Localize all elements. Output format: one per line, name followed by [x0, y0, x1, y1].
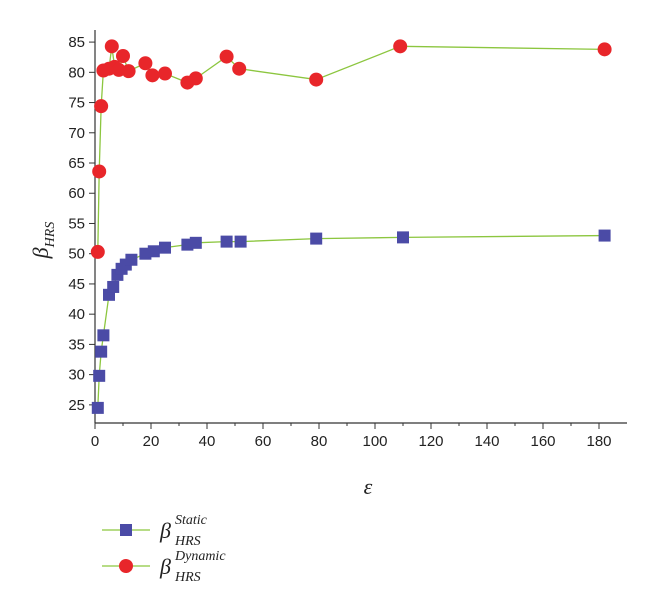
dynamic-point [116, 48, 130, 63]
x-tick-label: 160 [530, 433, 555, 450]
legend-label-base: β [159, 554, 171, 579]
series-line-dynamic [97, 45, 605, 252]
static-point [159, 241, 171, 254]
y-tick-label: 85 [68, 34, 85, 51]
dynamic-point [104, 39, 119, 54]
y-tick-label: 55 [68, 215, 85, 232]
y-tick-label: 50 [68, 246, 85, 263]
legend-label-sup: Static [175, 513, 208, 528]
x-tick-label: 60 [255, 433, 272, 450]
legend-label-sub: HRS [174, 570, 201, 585]
y-tick-label: 40 [68, 306, 85, 323]
y-axis-title-base: β [28, 247, 53, 259]
y-tick-label: 25 [68, 397, 85, 414]
static-point [147, 245, 160, 258]
x-tick-label: 140 [474, 433, 499, 450]
dynamic-point [145, 68, 160, 83]
dynamic-point [92, 164, 107, 179]
chart-ticks: 0 20 40 60 80 100 120 140 160 180 25 30 35 40 45 50 55 60… [68, 34, 611, 450]
dynamic-point [219, 49, 234, 64]
static-point [234, 235, 247, 248]
x-tick-label: 180 [586, 433, 611, 450]
legend-label-sup: Dynamic [174, 549, 226, 564]
static-point [95, 345, 108, 358]
legend-label-sub: HRS [174, 534, 201, 549]
y-axis-title: βHRS [28, 222, 58, 260]
x-tick-label: 0 [91, 433, 99, 450]
y-axis-title-sub: HRS [43, 222, 58, 249]
static-point [107, 280, 120, 293]
dynamic-point [393, 39, 408, 54]
x-tick-label: 80 [311, 433, 328, 450]
y-tick-label: 60 [68, 185, 85, 202]
dynamic-point [309, 72, 324, 87]
data-points [90, 39, 612, 414]
legend-label-dynamic: β Dynamic HRS [159, 549, 226, 585]
dynamic-point [138, 56, 153, 71]
dynamic-point [188, 71, 203, 86]
chart-axes [94, 30, 627, 424]
dynamic-point [90, 244, 105, 259]
x-tick-label: 100 [362, 433, 387, 450]
static-point [397, 231, 409, 244]
static-point [189, 236, 202, 249]
y-tick-label: 30 [68, 367, 85, 384]
dynamic-point [94, 99, 109, 114]
legend-marker-dynamic [119, 559, 133, 573]
y-tick-label: 70 [68, 125, 85, 142]
dynamic-point [232, 61, 247, 76]
x-tick-label: 40 [199, 433, 216, 450]
y-tick-label: 35 [68, 336, 85, 353]
y-tick-label: 65 [68, 155, 85, 172]
legend-label-base: β [159, 518, 171, 543]
dynamic-point [597, 42, 612, 57]
y-tick-label: 80 [68, 64, 85, 81]
dynamic-point [121, 64, 136, 79]
x-axis-title: ε [364, 474, 373, 499]
static-point [91, 401, 104, 414]
x-tick-label: 120 [418, 433, 443, 450]
legend-marker-static [120, 524, 132, 536]
x-tick-label: 20 [143, 433, 160, 450]
static-point [598, 229, 611, 242]
series-line-static [97, 234, 605, 408]
y-tick-label: 45 [68, 276, 85, 293]
legend-label-static: β Static HRS [159, 513, 208, 549]
static-point [310, 232, 323, 245]
static-point [220, 235, 233, 248]
y-tick-label: 75 [68, 95, 85, 112]
dynamic-point [158, 66, 172, 81]
static-point [97, 329, 110, 342]
static-point [93, 369, 106, 382]
static-point [125, 253, 138, 266]
series-lines [97, 45, 605, 408]
